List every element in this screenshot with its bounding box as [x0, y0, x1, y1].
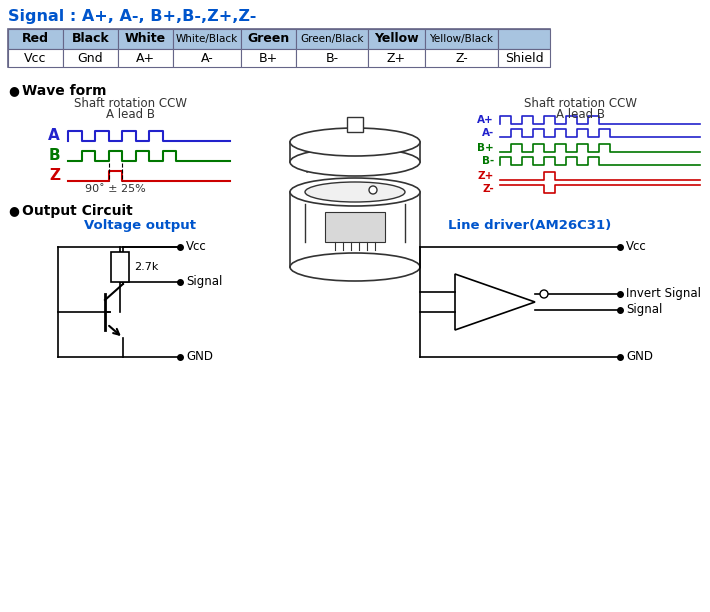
FancyBboxPatch shape — [8, 29, 550, 67]
Text: A-: A- — [201, 51, 214, 64]
Ellipse shape — [290, 148, 420, 176]
Circle shape — [540, 290, 548, 298]
Text: Z-: Z- — [482, 184, 494, 194]
Text: Shaft rotation CCW: Shaft rotation CCW — [74, 97, 187, 110]
Text: B-: B- — [325, 51, 339, 64]
Text: GND: GND — [626, 351, 653, 364]
Text: B-: B- — [482, 156, 494, 166]
FancyBboxPatch shape — [347, 117, 363, 132]
Ellipse shape — [290, 178, 420, 206]
Ellipse shape — [290, 253, 420, 281]
Text: Wave form: Wave form — [22, 84, 106, 98]
Text: Z-: Z- — [455, 51, 468, 64]
FancyBboxPatch shape — [63, 29, 118, 49]
Text: White/Black: White/Black — [176, 34, 238, 44]
Text: A+: A+ — [477, 115, 494, 125]
FancyBboxPatch shape — [368, 29, 425, 49]
FancyBboxPatch shape — [325, 212, 385, 242]
Text: GND: GND — [186, 351, 213, 364]
FancyBboxPatch shape — [111, 252, 129, 282]
Text: Vcc: Vcc — [626, 241, 647, 253]
Text: Shield: Shield — [505, 51, 543, 64]
Text: A+: A+ — [136, 51, 155, 64]
Text: A lead B: A lead B — [555, 108, 604, 121]
Text: Vcc: Vcc — [186, 241, 207, 253]
FancyBboxPatch shape — [173, 49, 241, 67]
Text: Green/Black: Green/Black — [300, 34, 364, 44]
Text: Voltage output: Voltage output — [84, 219, 196, 232]
Text: Z+: Z+ — [387, 51, 406, 64]
Text: A-: A- — [482, 128, 494, 138]
Text: B+: B+ — [477, 143, 494, 153]
Text: Line driver(AM26C31): Line driver(AM26C31) — [449, 219, 611, 232]
Text: A: A — [48, 129, 60, 143]
Text: B: B — [48, 149, 60, 163]
Text: B+: B+ — [259, 51, 278, 64]
FancyBboxPatch shape — [8, 29, 63, 49]
Text: Green: Green — [247, 32, 290, 45]
Text: Black: Black — [72, 32, 109, 45]
FancyBboxPatch shape — [425, 49, 498, 67]
Text: Z+: Z+ — [478, 171, 494, 181]
FancyBboxPatch shape — [63, 49, 118, 67]
FancyBboxPatch shape — [498, 29, 550, 49]
Text: Red: Red — [22, 32, 49, 45]
Text: A lead B: A lead B — [106, 108, 155, 121]
FancyBboxPatch shape — [296, 49, 368, 67]
Ellipse shape — [305, 182, 405, 202]
FancyBboxPatch shape — [425, 29, 498, 49]
FancyBboxPatch shape — [118, 49, 173, 67]
Text: Yellow: Yellow — [374, 32, 419, 45]
FancyBboxPatch shape — [498, 49, 550, 67]
FancyBboxPatch shape — [173, 29, 241, 49]
FancyBboxPatch shape — [118, 29, 173, 49]
Text: Invert Signal: Invert Signal — [626, 288, 701, 300]
Text: ●: ● — [8, 84, 19, 97]
FancyBboxPatch shape — [368, 49, 425, 67]
Text: Vcc: Vcc — [24, 51, 47, 64]
Text: Z: Z — [49, 168, 60, 184]
Text: White: White — [125, 32, 166, 45]
Ellipse shape — [290, 128, 420, 156]
Text: Yellow/Black: Yellow/Black — [430, 34, 493, 44]
Text: 2.7k: 2.7k — [134, 262, 158, 272]
FancyBboxPatch shape — [296, 29, 368, 49]
Text: Shaft rotation CCW: Shaft rotation CCW — [523, 97, 636, 110]
Text: Output Circuit: Output Circuit — [22, 204, 133, 218]
Text: Signal : A+, A-, B+,B-,Z+,Z-: Signal : A+, A-, B+,B-,Z+,Z- — [8, 9, 256, 24]
FancyBboxPatch shape — [241, 29, 296, 49]
Text: 90˚ ± 25%: 90˚ ± 25% — [85, 184, 146, 194]
Text: Signal: Signal — [626, 304, 662, 316]
FancyBboxPatch shape — [241, 49, 296, 67]
Text: Signal: Signal — [186, 275, 222, 288]
FancyBboxPatch shape — [8, 49, 63, 67]
Text: ●: ● — [8, 204, 19, 217]
Text: Gnd: Gnd — [77, 51, 104, 64]
Circle shape — [369, 186, 377, 194]
FancyArrowPatch shape — [307, 157, 361, 172]
